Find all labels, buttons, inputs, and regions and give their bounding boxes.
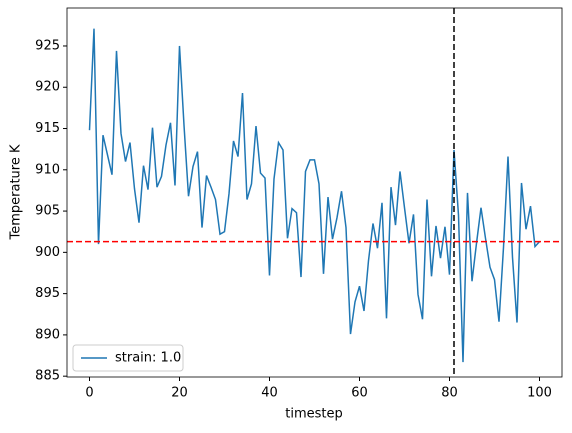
y-tick-label: 905 [35, 204, 60, 219]
y-tick-label: 885 [35, 369, 60, 384]
y-tick-label: 900 [35, 245, 60, 260]
x-tick-label: 20 [171, 386, 188, 401]
legend-box [72, 344, 184, 372]
x-tick-label: 100 [527, 386, 552, 401]
data-line [88, 28, 541, 363]
legend-label: strain: 1.0 [115, 351, 181, 366]
y-tick-label: 895 [35, 286, 60, 301]
y-tick-label: 920 [35, 80, 60, 95]
y-tick-label: 915 [35, 121, 60, 136]
x-axis-label: timestep [285, 407, 343, 422]
y-tick-label: 925 [35, 38, 60, 53]
y-tick-label: 910 [35, 162, 60, 177]
x-tick-label: 60 [351, 386, 368, 401]
x-tick-label: 80 [441, 386, 458, 401]
plot-frame [66, 7, 563, 378]
y-axis-label: Temperature K [9, 144, 24, 240]
y-tick-label: 890 [35, 327, 60, 342]
x-tick-label: 40 [261, 386, 278, 401]
x-tick-label: 0 [85, 386, 93, 401]
